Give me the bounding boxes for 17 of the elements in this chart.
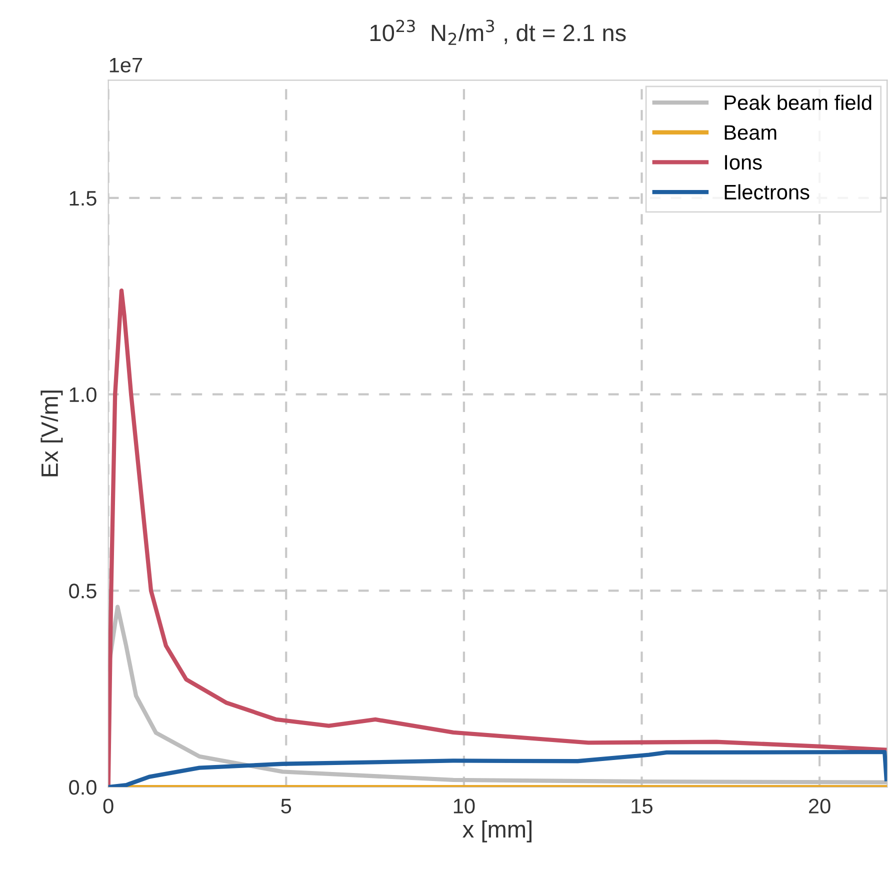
- legend-label: Peak beam field: [724, 94, 872, 110]
- x-tick-label: 10: [454, 798, 475, 814]
- x-axis-title: x [mm]: [462, 820, 532, 842]
- x-tick-label: 0: [103, 798, 114, 814]
- x-tick-label: 5: [281, 798, 292, 814]
- y-tick-label: 0.5: [69, 584, 96, 598]
- legend-label: Beam: [724, 125, 776, 140]
- y-tick-label: 1.0: [70, 387, 96, 402]
- legend-label: Electrons: [724, 184, 810, 200]
- x-tick-label: 20: [809, 798, 830, 814]
- chart-title: 10$^{23}$ N$_{2}$/m$^{3}$ , dt = 2.1 ns: [370, 20, 626, 45]
- y-axis-title: Ex [V/m]: [40, 390, 63, 476]
- legend-label: Ions: [725, 155, 762, 170]
- text: 1e7: [110, 58, 142, 72]
- y-tick-label: 1.5: [70, 191, 96, 206]
- x-tick-label: 15: [632, 798, 652, 814]
- y-tick-label: 0.0: [69, 780, 96, 795]
